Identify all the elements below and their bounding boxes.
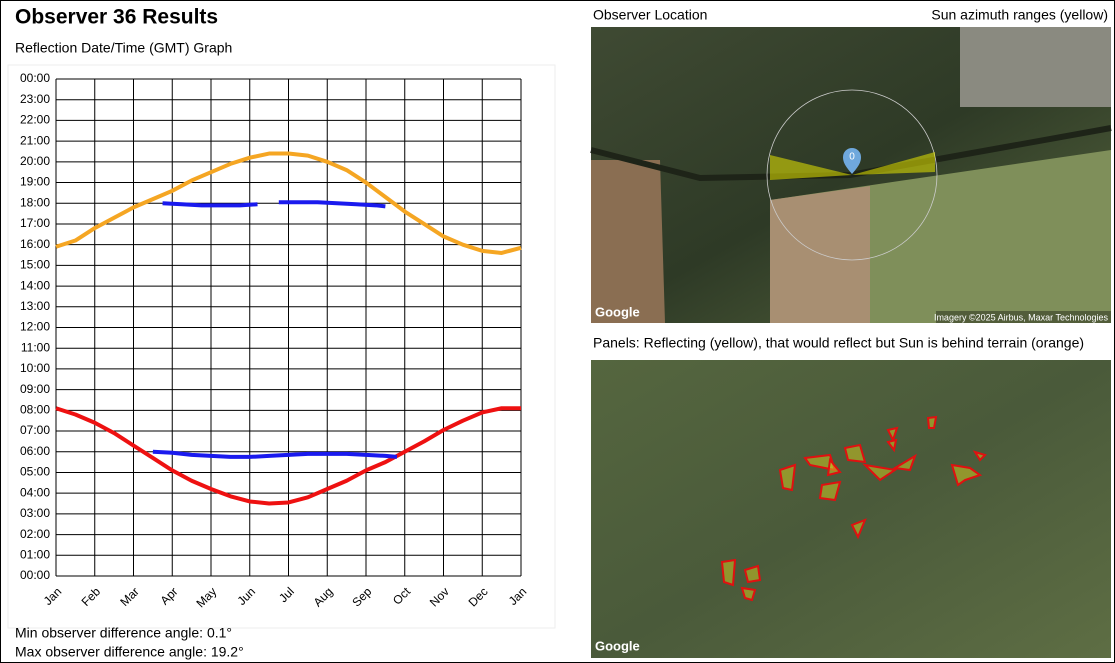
y-tick-label: 10:00: [20, 361, 50, 375]
y-tick-label: 01:00: [20, 547, 50, 561]
stat: Min observer difference angle: 0.1°: [15, 625, 232, 641]
map-imagery: [591, 360, 1111, 658]
y-tick-label: 06:00: [20, 444, 50, 458]
y-tick-label: 14:00: [20, 278, 50, 292]
stat: Max observer difference angle: 19.2°: [15, 644, 244, 660]
yard: [960, 27, 1111, 107]
y-tick-label: 03:00: [20, 506, 50, 520]
location-map: 0 Google Imagery ©2025 Airbus, Maxar Tec…: [591, 27, 1111, 323]
y-tick-label: 19:00: [20, 175, 50, 189]
y-tick-label: 16:00: [20, 237, 50, 251]
page-title: Observer 36 Results: [15, 6, 218, 29]
y-tick-label: 08:00: [20, 403, 50, 417]
y-tick-label: 20:00: [20, 154, 50, 168]
chart-panel: [8, 65, 555, 628]
map-credit: Imagery ©2025 Airbus, Maxar Technologies: [934, 312, 1109, 322]
chart-title: Reflection Date/Time (GMT) Graph: [15, 40, 232, 56]
y-tick-label: 04:00: [20, 485, 50, 499]
map-brand: Google: [595, 304, 640, 319]
y-tick-label: 22:00: [20, 113, 50, 127]
map-title: Observer Location: [593, 7, 707, 23]
map-legend: Sun azimuth ranges (yellow): [931, 7, 1108, 23]
y-tick-label: 17:00: [20, 216, 50, 230]
map-brand: Google: [595, 638, 640, 653]
y-tick-label: 02:00: [20, 527, 50, 541]
y-tick-label: 18:00: [20, 195, 50, 209]
y-tick-label: 11:00: [21, 340, 50, 354]
y-tick-label: 05:00: [20, 465, 50, 479]
page: Observer 36 Results Reflection Date/Time…: [0, 0, 1115, 663]
y-tick-label: 09:00: [20, 382, 50, 396]
y-tick-label: 00:00: [20, 568, 50, 582]
map-title: Panels: Reflecting (yellow), that would …: [593, 335, 1084, 351]
field: [770, 186, 870, 323]
panels-map: Google: [591, 360, 1111, 658]
y-tick-label: 07:00: [20, 423, 50, 437]
y-tick-label: 13:00: [20, 299, 50, 313]
y-tick-label: 15:00: [20, 258, 50, 272]
y-tick-label: 12:00: [20, 320, 50, 334]
y-tick-label: 21:00: [20, 133, 50, 147]
y-tick-label: 23:00: [20, 92, 50, 106]
field: [591, 160, 665, 323]
y-tick-label: 00:00: [20, 71, 50, 85]
marker-label: 0: [849, 152, 855, 163]
